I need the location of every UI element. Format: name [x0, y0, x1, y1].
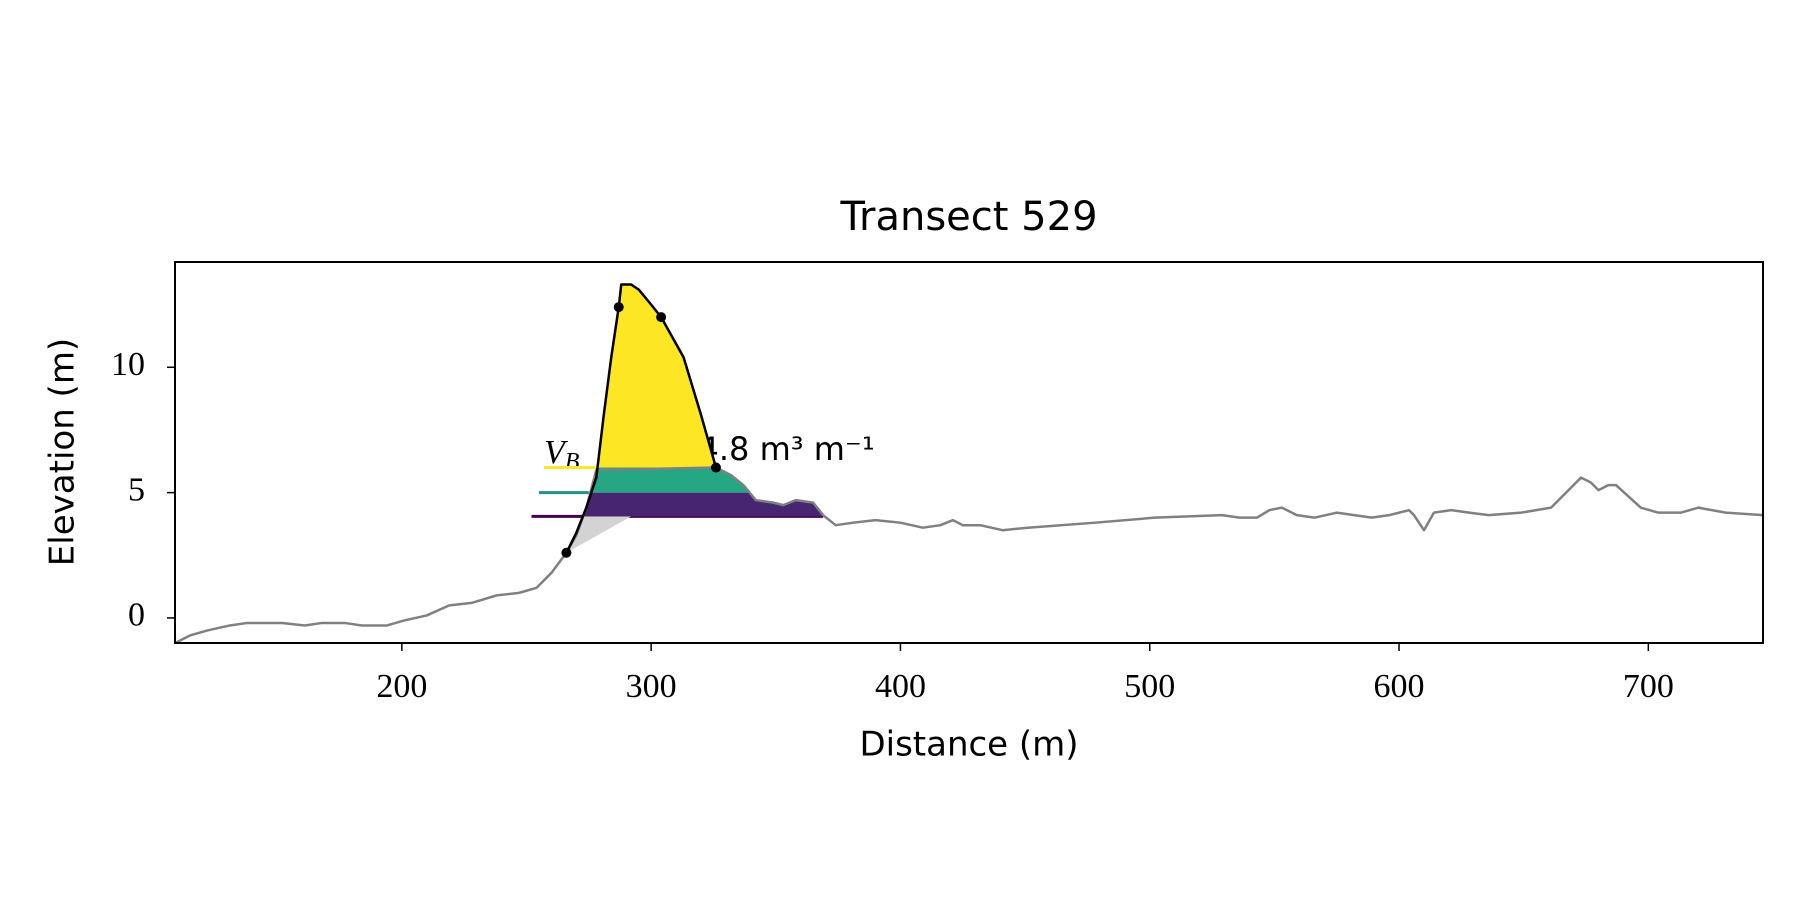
x-tick-label: 300 — [626, 668, 677, 705]
dune-point — [613, 302, 624, 313]
x-tick-label: 200 — [376, 668, 427, 705]
band-fill — [582, 492, 823, 517]
y-tick-label: 0 — [128, 597, 145, 634]
x-tick-label: 700 — [1623, 668, 1674, 705]
plot-frame — [174, 261, 1764, 644]
y-tick-label: 5 — [128, 471, 145, 508]
x-tick-label: 500 — [1124, 668, 1175, 705]
y-tick-label: 10 — [111, 346, 145, 383]
dune-point — [561, 547, 572, 558]
dune-line — [565, 283, 718, 554]
base-wedge — [566, 516, 632, 553]
dune-point — [710, 462, 721, 473]
x-tick-label: 400 — [875, 668, 926, 705]
chart-title: Transect 529 — [839, 194, 1097, 240]
x-axis-label: Distance (m) — [859, 725, 1078, 765]
x-tick-label: 600 — [1374, 668, 1425, 705]
band-fill — [597, 284, 716, 468]
band-fill — [591, 467, 750, 493]
profile-line — [175, 466, 1763, 643]
annotation-value: 4.8 m³ m⁻¹ — [699, 430, 875, 468]
annotation-subscript: B — [565, 449, 580, 475]
dune-point — [656, 312, 667, 323]
plot-area: VB 4.8 m³ m⁻¹ — [175, 283, 1763, 643]
y-axis-label: Elevation (m) — [43, 338, 83, 566]
